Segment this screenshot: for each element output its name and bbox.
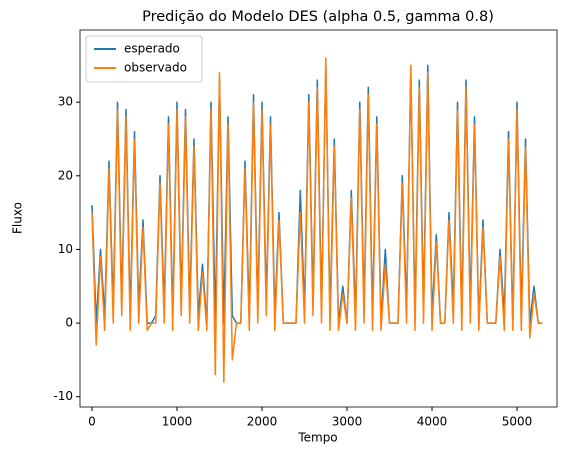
y-axis-label: Fluxo	[11, 202, 25, 234]
x-tick-label: 0	[88, 415, 96, 429]
legend-box	[85, 35, 203, 83]
y-tick-label: 0	[65, 316, 73, 330]
x-tick-label: 3000	[332, 415, 363, 429]
y-tick-label: -10	[53, 389, 73, 403]
y-tick-label: 10	[58, 242, 73, 256]
legend-label: esperado	[124, 42, 180, 56]
legend: esperado observado	[85, 35, 203, 83]
y-tick-label: 20	[58, 168, 73, 182]
x-tick-label: 1000	[162, 415, 193, 429]
chart-title: Predição do Modelo DES (alpha 0.5, gamma…	[142, 9, 494, 25]
y-tick-label: 30	[58, 95, 73, 109]
x-tick-label: 5000	[502, 415, 533, 429]
x-tick-label: 2000	[247, 415, 278, 429]
x-axis-label: Tempo	[297, 431, 337, 445]
plot-frame	[79, 29, 558, 408]
legend-label: observado	[124, 61, 187, 75]
x-tick-label: 4000	[417, 415, 448, 429]
line-series	[91, 57, 543, 383]
